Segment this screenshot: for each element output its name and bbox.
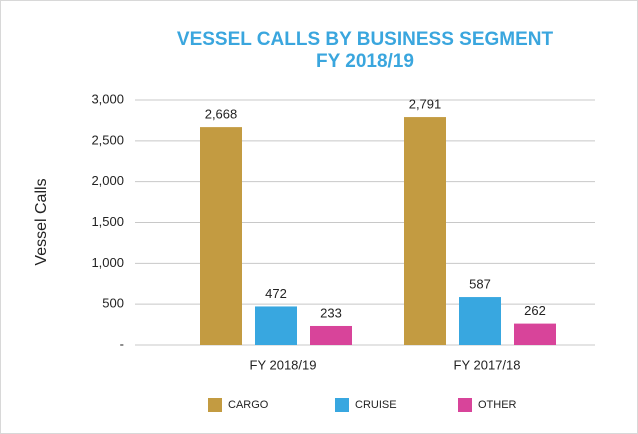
data-label: 233 xyxy=(320,305,342,320)
legend-label: CRUISE xyxy=(355,399,397,411)
bar xyxy=(310,325,352,345)
x-tick-label: FY 2017/18 xyxy=(454,357,521,372)
y-tick-label: 3,000 xyxy=(91,91,124,106)
data-label: 472 xyxy=(265,286,287,301)
legend-swatch xyxy=(208,398,222,412)
y-axis-title: Vessel Calls xyxy=(33,178,50,265)
y-tick-label: 2,500 xyxy=(91,132,124,147)
data-label: 262 xyxy=(524,303,546,318)
chart-title: VESSEL CALLS BY BUSINESS SEGMENT xyxy=(177,29,554,50)
bar xyxy=(404,117,446,346)
legend-swatch xyxy=(335,398,349,412)
data-label: 2,791 xyxy=(409,97,442,112)
y-tick-label: 1,000 xyxy=(91,255,124,270)
chart-subtitle: FY 2018/19 xyxy=(316,51,414,72)
y-tick-label: 500 xyxy=(102,296,124,311)
legend-label: CARGO xyxy=(228,399,269,411)
y-tick-label: 1,500 xyxy=(91,214,124,229)
legend-swatch xyxy=(458,398,472,412)
legend-label: OTHER xyxy=(478,399,517,411)
bar xyxy=(255,306,297,345)
x-tick-label: FY 2018/19 xyxy=(250,357,317,372)
y-tick-label: 2,000 xyxy=(91,173,124,188)
data-label: 587 xyxy=(469,276,491,291)
bar xyxy=(514,323,556,345)
y-tick-label: - xyxy=(120,336,124,351)
bar xyxy=(200,127,242,345)
bar xyxy=(459,297,501,345)
data-label: 2,668 xyxy=(205,107,238,122)
